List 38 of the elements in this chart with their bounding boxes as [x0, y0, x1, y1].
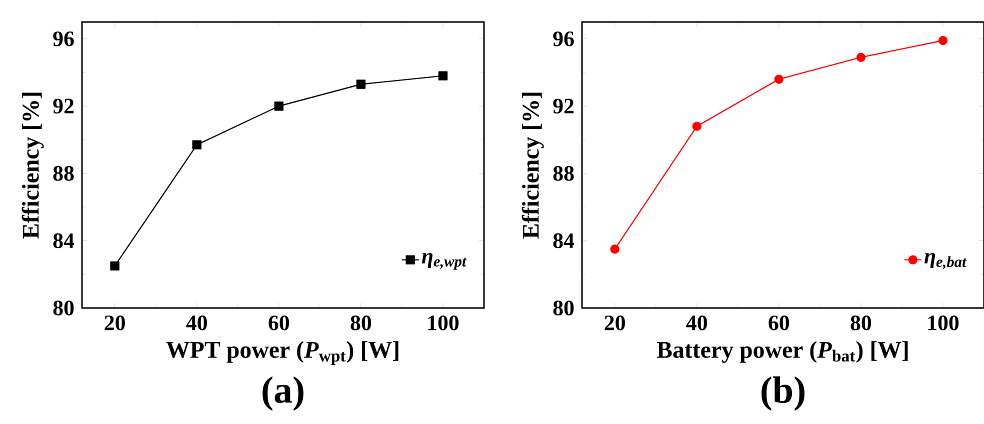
point [356, 80, 366, 89]
point [110, 261, 120, 271]
y-axis-title: Efficiency [%] [522, 92, 544, 239]
point [774, 74, 784, 84]
y-tick-label: 96 [53, 31, 74, 46]
y-tick-label: 80 [53, 300, 74, 316]
x-tick-label: 80 [850, 316, 872, 330]
y-tick-label: 92 [553, 98, 574, 114]
x-tick-label: 20 [604, 316, 625, 330]
x-axis-title: WPT power (P$_{wpt}$) [W] [166, 341, 398, 365]
point [938, 36, 948, 46]
text: (b) [762, 376, 804, 411]
legend-label: η$_{e,bat}$ [924, 253, 967, 270]
x-tick-label: 60 [268, 316, 290, 330]
y-tick-label: 80 [553, 300, 574, 316]
y-tick-label: 88 [53, 166, 74, 181]
x-tick-label: 80 [350, 316, 372, 330]
y-tick-label: 88 [553, 166, 574, 181]
y-tick-label: 92 [53, 98, 74, 114]
point [274, 102, 284, 111]
point [610, 244, 620, 254]
x-tick-label: 40 [686, 316, 707, 330]
x-tick-label: 60 [768, 316, 790, 330]
point [692, 122, 702, 131]
x-tick-label: 100 [928, 316, 959, 330]
y-axis-title: Efficiency [%] [22, 92, 44, 239]
point [192, 140, 202, 150]
legend-label: η$_{e,wpt}$ [422, 253, 467, 270]
point [438, 71, 448, 80]
text: (a) [262, 376, 304, 411]
x-tick-label: 40 [186, 316, 207, 330]
y-tick-label: 96 [553, 31, 574, 46]
y-tick-label: 84 [53, 233, 74, 248]
y-tick-label: 84 [553, 233, 574, 248]
x-tick-label: 100 [428, 316, 459, 330]
x-axis-title: Battery power (P$_{bat}$) [W] [656, 341, 908, 363]
x-tick-label: 20 [104, 316, 125, 330]
point [856, 52, 866, 62]
